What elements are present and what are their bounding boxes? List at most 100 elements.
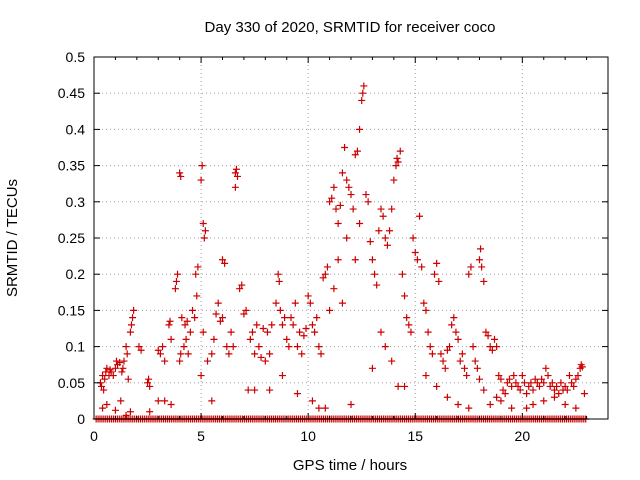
- data-point: [525, 382, 533, 390]
- data-point: [176, 169, 184, 177]
- data-point: [495, 372, 503, 380]
- data-point: [553, 382, 561, 390]
- data-point: [478, 263, 486, 271]
- data-point: [166, 317, 174, 325]
- data-point: [266, 386, 274, 394]
- data-point: [161, 357, 169, 365]
- data-point: [450, 314, 458, 322]
- data-point: [540, 379, 548, 387]
- data-point: [422, 306, 430, 314]
- data-point: [375, 227, 383, 235]
- data-point: [181, 321, 189, 329]
- data-point: [101, 375, 109, 383]
- data-point: [278, 321, 286, 329]
- data-point: [161, 397, 169, 405]
- data-point: [165, 321, 173, 329]
- data-point: [328, 194, 336, 202]
- data-point: [565, 372, 573, 380]
- data-point: [109, 372, 117, 380]
- data-point: [111, 406, 119, 414]
- data-point: [159, 343, 167, 351]
- data-point: [439, 357, 447, 365]
- data-point: [493, 393, 501, 401]
- data-point: [356, 125, 364, 133]
- data-point: [281, 314, 289, 322]
- data-point: [208, 397, 216, 405]
- data-point: [394, 158, 402, 166]
- data-point: [360, 82, 368, 90]
- data-point: [377, 328, 385, 336]
- data-point: [542, 364, 550, 372]
- data-point: [544, 372, 552, 380]
- data-point: [251, 386, 259, 394]
- data-point: [332, 205, 340, 213]
- data-point: [503, 379, 511, 387]
- data-point: [178, 314, 186, 322]
- data-point: [435, 277, 443, 285]
- data-point: [253, 321, 261, 329]
- data-point: [428, 350, 436, 358]
- data-point: [112, 357, 120, 365]
- data-point: [405, 321, 413, 329]
- grid: [94, 57, 608, 419]
- data-point: [246, 335, 254, 343]
- data-point: [351, 151, 359, 159]
- data-point: [359, 89, 367, 97]
- data-point: [490, 335, 498, 343]
- data-point: [514, 382, 522, 390]
- data-point: [386, 227, 394, 235]
- data-point: [319, 274, 327, 282]
- data-point: [413, 256, 421, 264]
- data-point: [276, 306, 284, 314]
- y-axis-label: SRMTID / TECUs: [4, 179, 21, 297]
- data-point: [401, 292, 409, 300]
- data-point: [123, 350, 131, 358]
- data-point: [452, 328, 460, 336]
- data-point: [550, 393, 558, 401]
- data-point: [535, 382, 543, 390]
- data-point: [347, 191, 355, 199]
- data-point: [580, 390, 588, 398]
- data-point: [572, 404, 580, 412]
- data-point: [508, 404, 516, 412]
- data-point: [349, 205, 357, 213]
- data-point: [345, 183, 353, 191]
- data-point: [477, 245, 485, 253]
- data-point: [192, 270, 200, 278]
- data-point: [323, 263, 331, 271]
- data-point: [362, 191, 370, 199]
- data-point: [184, 350, 192, 358]
- data-point: [482, 328, 490, 336]
- data-point: [302, 325, 310, 332]
- data-point: [313, 314, 321, 322]
- data-point: [377, 205, 385, 213]
- data-point: [454, 335, 462, 343]
- data-point: [135, 343, 143, 351]
- data-point: [186, 328, 194, 336]
- data-point: [433, 259, 441, 267]
- data-point: [257, 353, 265, 361]
- y-tick-label: 0.2: [66, 266, 86, 282]
- data-point: [446, 343, 454, 351]
- data-point: [167, 401, 175, 409]
- data-point: [330, 285, 338, 293]
- y-tick-label: 0.1: [66, 339, 86, 355]
- data-point: [356, 220, 364, 228]
- data-point: [371, 270, 379, 278]
- data-point: [497, 375, 505, 383]
- x-tick-labels: 0 5 10 15 20: [90, 428, 530, 444]
- data-point: [176, 357, 184, 365]
- data-point: [251, 350, 259, 358]
- data-point: [486, 343, 494, 351]
- y-tick-label: 0.25: [58, 230, 85, 246]
- x-tick-label: 10: [300, 428, 316, 444]
- data-point: [156, 350, 164, 358]
- data-point: [420, 299, 428, 307]
- data-point: [219, 256, 226, 264]
- data-point: [379, 212, 387, 220]
- data-point: [298, 350, 306, 358]
- data-point: [255, 343, 263, 351]
- y-tick-labels: 0 0.05 0.1 0.15 0.2 0.25 0.3 0.35 0.4 0.45 0.5: [58, 49, 85, 427]
- data-point: [232, 165, 240, 173]
- data-point: [480, 277, 488, 285]
